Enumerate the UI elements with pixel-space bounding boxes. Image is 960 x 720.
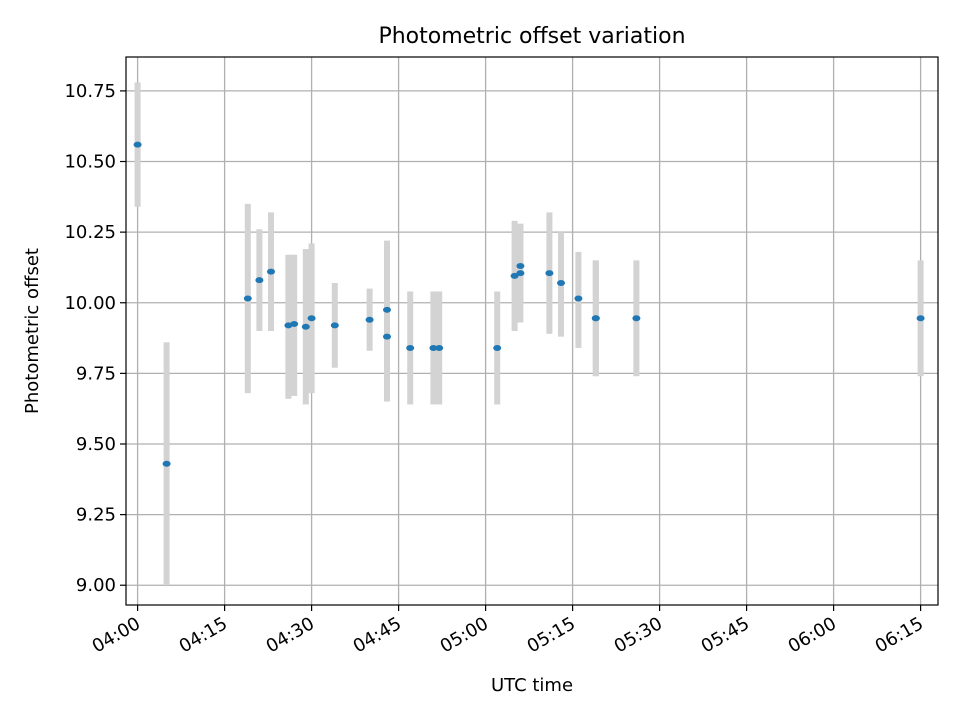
data-point <box>267 268 275 275</box>
data-point <box>383 306 391 313</box>
data-point <box>516 270 525 277</box>
data-point <box>516 263 525 270</box>
y-tick-label: 9.75 <box>76 363 116 384</box>
data-point <box>545 270 554 277</box>
x-axis-title: UTC time <box>491 675 573 696</box>
data-point <box>133 141 142 148</box>
data-point <box>435 344 444 351</box>
data-point <box>493 344 502 351</box>
data-point <box>365 316 374 323</box>
data-point <box>510 272 519 279</box>
data-point <box>557 279 565 286</box>
chart-title: Photometric offset variation <box>378 24 685 49</box>
y-tick-label: 10.50 <box>64 152 116 173</box>
grid-layer <box>126 57 938 605</box>
data-point <box>591 315 600 322</box>
data-point <box>632 315 641 322</box>
data-point <box>162 460 171 467</box>
y-tick-label: 9.00 <box>76 575 116 596</box>
y-tick-label: 9.50 <box>76 434 116 455</box>
data-point <box>290 320 299 327</box>
y-axis: 9.00 9.25 9.50 9.75 10.00 10.25 10.50 10.75 <box>64 81 126 596</box>
y-tick-label: 10.00 <box>64 293 116 314</box>
data-point <box>429 344 438 351</box>
y-tick-label: 10.75 <box>64 81 116 102</box>
data-point <box>383 333 391 340</box>
y-axis-title: Photometric offset <box>22 248 43 414</box>
data-point <box>574 295 583 302</box>
data-point <box>916 315 925 322</box>
data-point <box>330 322 339 329</box>
plot-frame <box>125 56 939 606</box>
data-point <box>243 295 252 302</box>
point-layer <box>133 141 925 467</box>
data-point <box>301 323 310 330</box>
data-point <box>255 277 264 284</box>
data-point <box>406 344 415 351</box>
y-tick-label: 9.25 <box>76 505 116 526</box>
y-tick-label: 10.25 <box>64 222 116 243</box>
data-point <box>307 315 316 322</box>
